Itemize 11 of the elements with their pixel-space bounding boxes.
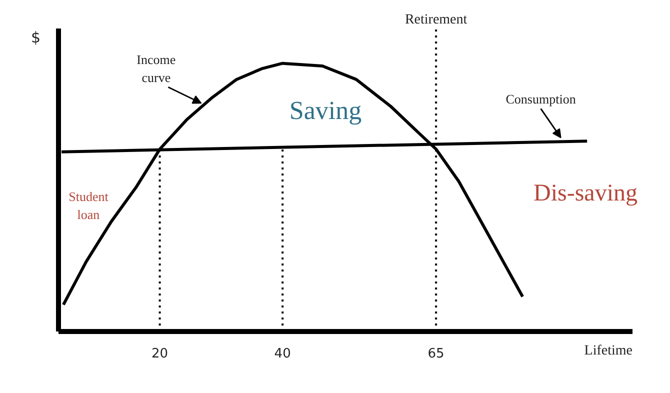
annotation: Student loan	[68, 189, 109, 222]
text: Income curve	[136, 52, 176, 86]
annotation: Saving	[289, 96, 362, 125]
ref-line-label: Retirement	[404, 12, 468, 28]
x-tick-label: 40	[274, 346, 291, 362]
annotation: Dis-saving	[534, 180, 638, 206]
text: Consumption	[506, 92, 576, 107]
x-tick-label: 20	[152, 346, 168, 362]
y-axis-title: $	[30, 28, 41, 46]
x-tick-label: 65	[428, 346, 444, 362]
x-axis-title: Lifetime	[584, 344, 633, 358]
